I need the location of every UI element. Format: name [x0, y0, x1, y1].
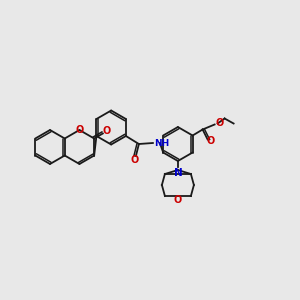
Text: O: O — [75, 125, 84, 135]
Text: O: O — [174, 195, 182, 205]
Text: O: O — [206, 136, 215, 146]
Text: N: N — [173, 168, 182, 178]
Text: O: O — [102, 127, 110, 136]
Text: O: O — [216, 118, 224, 128]
Text: O: O — [131, 155, 139, 165]
Text: NH: NH — [154, 139, 169, 148]
